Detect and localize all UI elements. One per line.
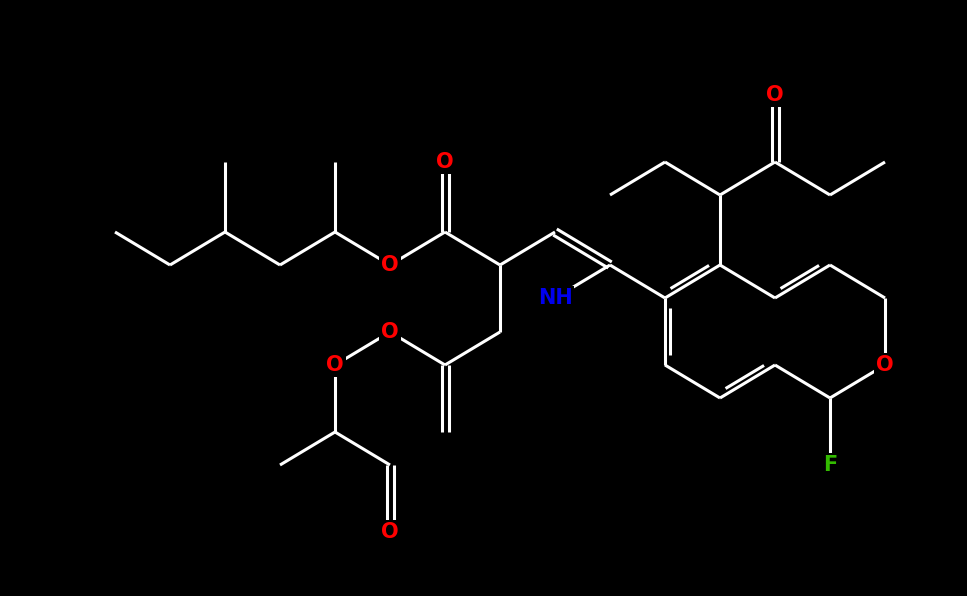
- Text: NH: NH: [538, 288, 572, 308]
- Text: O: O: [766, 85, 784, 105]
- Text: F: F: [823, 455, 837, 475]
- Text: O: O: [326, 355, 344, 375]
- Text: O: O: [876, 355, 894, 375]
- Text: O: O: [381, 255, 398, 275]
- Text: O: O: [381, 322, 398, 342]
- Text: O: O: [381, 522, 398, 542]
- Text: O: O: [436, 152, 454, 172]
